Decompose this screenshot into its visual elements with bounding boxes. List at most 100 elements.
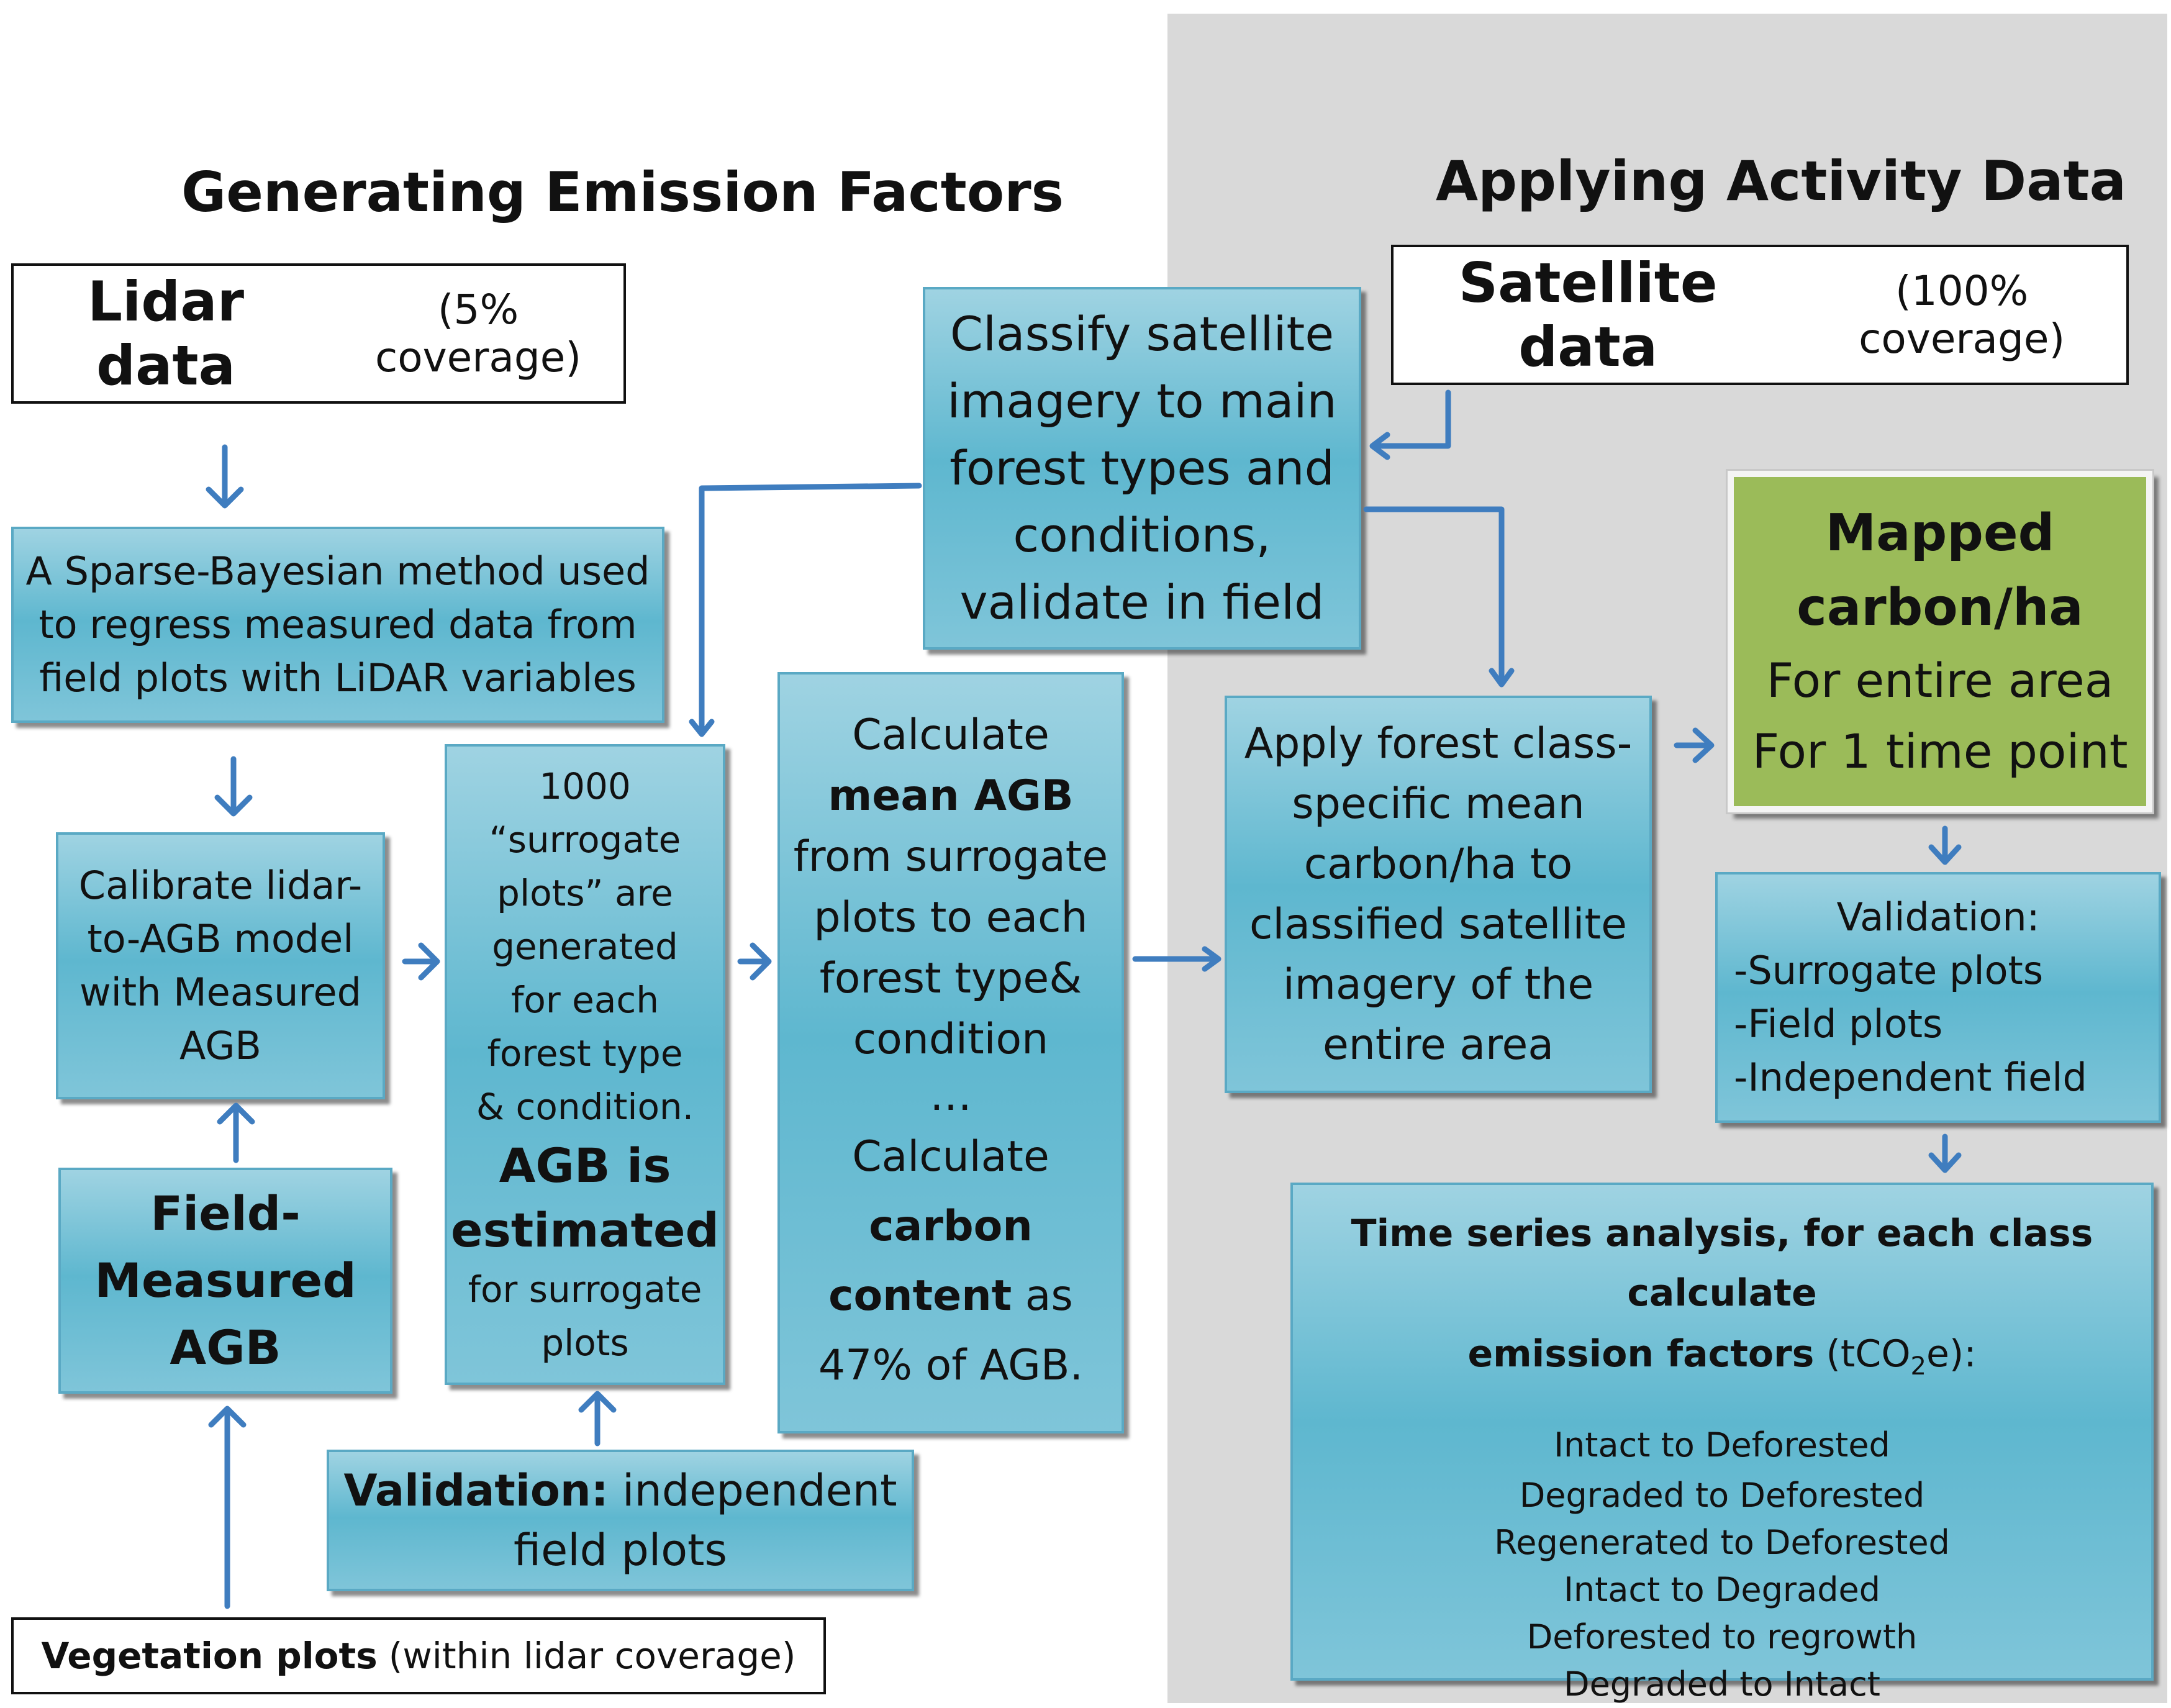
validation-left-text: independent [622,1465,897,1516]
transition-item: Degraded to Deforested [1519,1476,1925,1515]
validation-left-label: Validation: [343,1465,609,1516]
calibrate-line: Calibrate lidar- [78,863,363,908]
apply-line: carbon/ha to [1303,840,1573,889]
validation-left-line2: field plots [514,1525,727,1576]
vegetation-plots-note: (within lidar coverage) [388,1635,796,1677]
surrogate-line: “surrogate [489,819,681,861]
content-bold: content [828,1271,1012,1320]
agb-estimated-bold: AGB is [499,1138,671,1193]
classify-line: imagery to main [947,373,1337,429]
surrogate-line: for each [510,979,659,1021]
lidar-data-box: Lidar data (5% coverage) [11,263,626,404]
carbon-bold: carbon [869,1202,1033,1251]
classify-line: Classify satellite [950,306,1335,361]
apply-line: classified satellite [1249,900,1627,949]
time-series-title-line2: emission factors (tCO2e): [1467,1323,1976,1397]
agb-estimated-bold: estimated [451,1202,719,1258]
surrogate-line: plots [541,1322,629,1364]
transition-item: Intact to Degraded [1564,1570,1880,1609]
validation-field-plots-box: Validation: independent field plots [327,1450,914,1591]
satellite-data-box: Satellite data (100% coverage) [1391,245,2129,385]
mean-agb-line: Calculate [852,1132,1049,1181]
arrow-calibrate-to-surrogate [402,942,440,981]
surrogate-line: & condition. [476,1086,694,1128]
calibrate-line: AGB [179,1023,261,1068]
arrow-vegetation-to-field [208,1406,247,1609]
classify-line: forest types and [950,440,1335,496]
mean-agb-line: 47% of AGB. [818,1341,1084,1390]
classify-line: conditions, [1013,507,1271,563]
classify-imagery-box: Classify satellite imagery to main fores… [923,287,1361,650]
apply-line: imagery of the [1282,960,1594,1009]
mean-agb-bold: mean AGB [828,771,1074,820]
mean-agb-line: from surrogate [793,832,1108,881]
arrow-field-to-calibrate [217,1102,255,1163]
mean-agb-line: Calculate [852,711,1049,760]
arrow-satellite-to-classify [1369,389,1451,460]
validation-right-item: -Independent field [1734,1055,2087,1100]
calibrate-line: with Measured [79,970,362,1015]
sparse-bayesian-line: A Sparse-Bayesian method used [25,548,650,594]
mean-agb-line: forest type& [819,954,1082,1003]
apply-line: Apply forest class- [1244,719,1633,768]
mean-agb-box: Calculate mean AGB from surrogate plots … [777,672,1124,1433]
mapped-carbon-bold: carbon/ha [1797,578,2083,637]
unit-pre: (tCO [1826,1332,1911,1376]
mean-agb-line: plots to each [814,893,1088,942]
time-series-box: Time series analysis, for each class cal… [1290,1183,2154,1704]
apply-forest-class-box: Apply forest class- specific mean carbon… [1225,696,1652,1093]
calibrate-line: to-AGB model [87,916,354,961]
arrow-apply-to-mapped [1674,727,1715,763]
satellite-data-label: Satellite data [1458,251,1718,379]
arrow-sparse-to-calibrate [214,756,253,817]
arrow-surrogate-to-mean [737,942,772,981]
sparse-bayesian-line: field plots with LiDAR variables [39,655,637,701]
emission-factors-bold: emission factors [1467,1332,1815,1376]
arrow-lidar-to-sparse [206,444,244,509]
surrogate-line: 1000 [539,765,631,807]
arrow-classify-to-apply [1363,506,1515,688]
apply-line: entire area [1322,1020,1554,1070]
unit-sub: 2 [1910,1352,1926,1381]
surrogate-line: plots” are [497,872,673,914]
unit-label: (tCO2e): [1826,1332,1977,1381]
carbon-content-line: content as [828,1261,1073,1331]
sparse-bayesian-line: to regress measured data from [39,602,637,647]
arrow-mean-to-apply [1132,946,1221,972]
arrow-validation-to-surrogate [578,1391,617,1447]
satellite-coverage: (100% coverage) [1859,267,2065,363]
transition-item: Degraded to Intact [1564,1665,1880,1704]
validation-right-title: Validation: [1836,894,2040,940]
field-measured-line: Field- [150,1186,301,1241]
mapped-carbon-bold: Mapped [1825,504,2055,563]
apply-line: specific mean [1292,779,1585,829]
mapped-carbon-line: For entire area [1766,653,2114,708]
transition-list: Intact to Deforested Degraded to Defores… [1494,1419,1950,1708]
mean-agb-line: … [930,1071,972,1120]
transition-item: Deforested to regrowth [1526,1617,1918,1656]
vegetation-plots-box: Vegetation plots (within lidar coverage) [11,1617,826,1694]
field-measured-agb-box: Field- Measured AGB [58,1168,392,1394]
validation-right-item: -Field plots [1734,1001,1943,1047]
as-text: as [1025,1271,1073,1320]
mapped-carbon-box: Mapped carbon/ha For entire area For 1 t… [1726,469,2154,814]
field-measured-line: Measured [94,1253,356,1308]
arrow-mapped-to-validation [1928,825,1962,865]
arrow-classify-to-surrogate [689,483,922,737]
validation-right-item: -Surrogate plots [1734,948,2044,993]
sparse-bayesian-box: A Sparse-Bayesian method used to regress… [11,527,664,723]
transition-item: Intact to Deforested [1554,1425,1890,1465]
mapped-carbon-line: For 1 time point [1752,724,2128,779]
surrogate-line: forest type [487,1032,683,1074]
field-measured-line: AGB [170,1320,281,1375]
surrogate-plots-box: 1000 “surrogate plots” are generated for… [445,744,725,1385]
validation-right-box: Validation: -Surrogate plots -Field plot… [1715,872,2161,1123]
validation-left-line: Validation: independent [343,1461,897,1520]
mean-agb-line: condition [853,1015,1049,1064]
surrogate-line: for surrogate [468,1268,702,1311]
heading-activity-data: Applying Activity Data [1436,149,2127,213]
unit-post: e): [1926,1332,1977,1376]
classify-line: validate in field [959,575,1325,630]
heading-emission-factors: Generating Emission Factors [181,160,1064,224]
lidar-data-label: Lidar data [88,270,245,397]
